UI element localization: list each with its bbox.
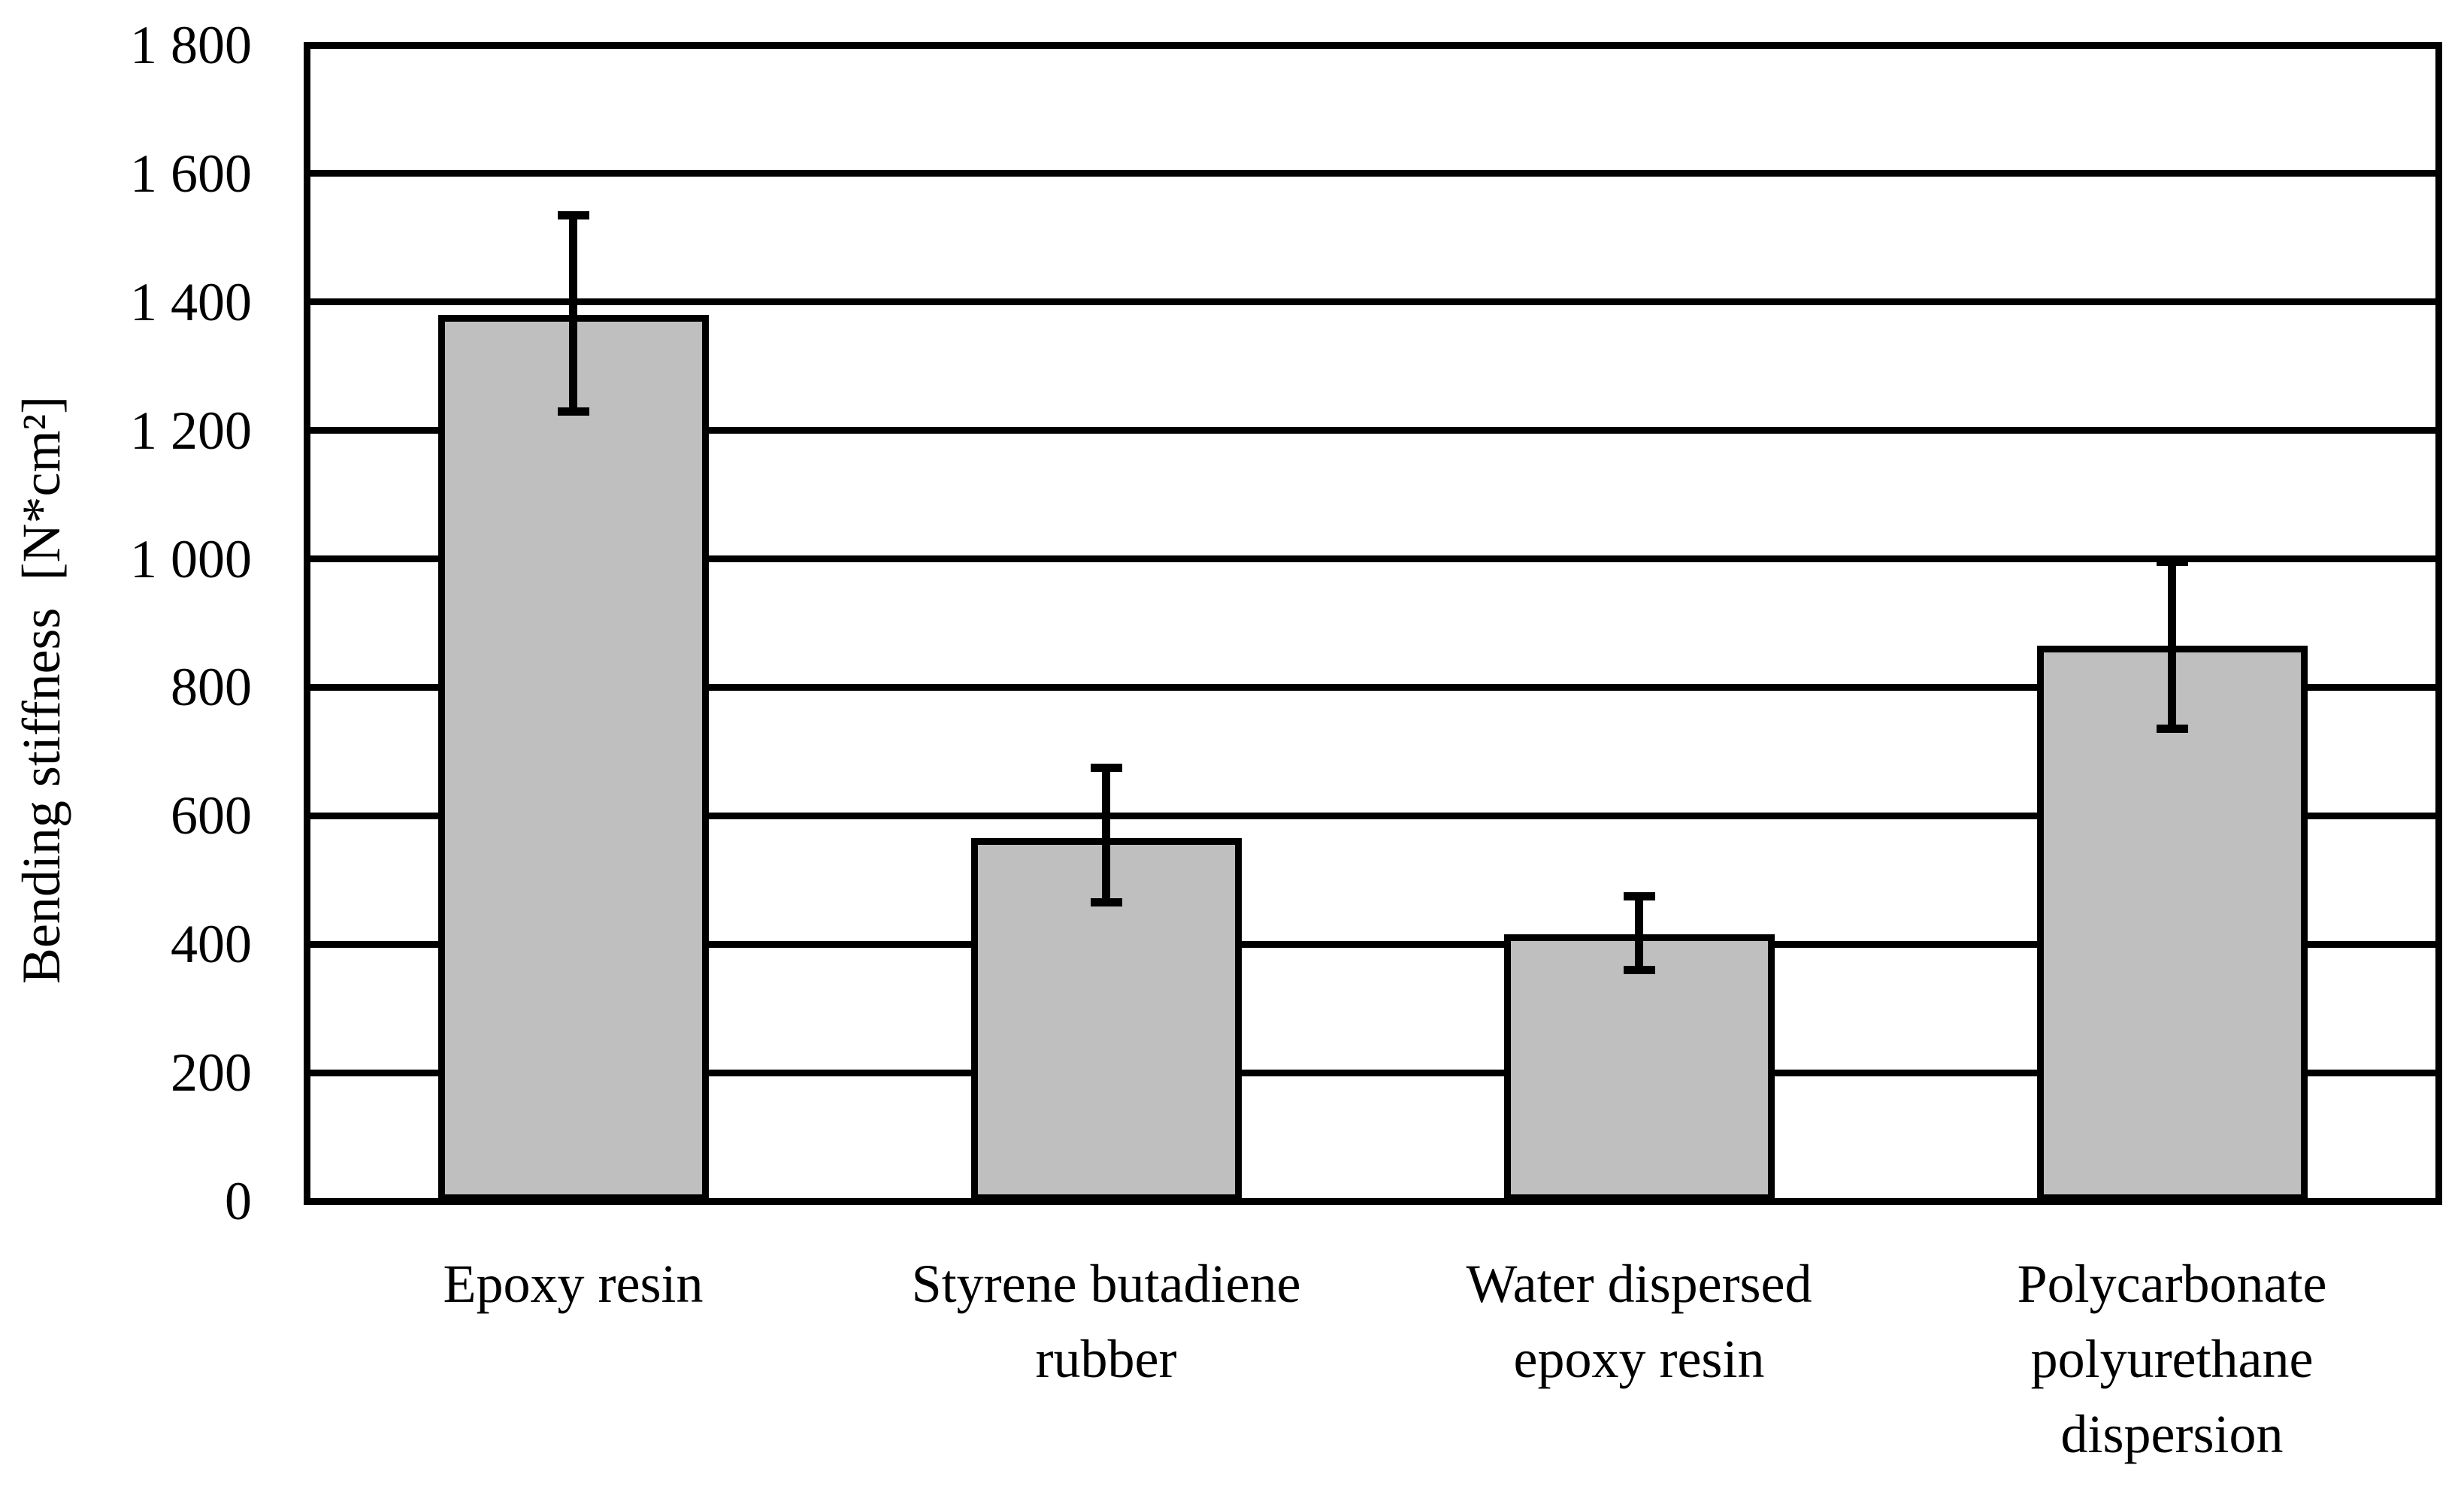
major-gridline — [307, 1069, 2438, 1076]
bar — [1503, 934, 1775, 1201]
major-gridline — [307, 940, 2438, 948]
major-gridline — [307, 298, 2438, 306]
y-tick-label: 200 — [171, 1043, 252, 1103]
major-gridline — [307, 812, 2438, 819]
x-category-label-line: epoxy resin — [1513, 1329, 1765, 1389]
major-gridline — [307, 170, 2438, 177]
error-bar-cap-top — [1090, 763, 1122, 772]
error-bar-cap-top — [557, 210, 589, 219]
error-bar-cap-top — [1623, 891, 1655, 900]
x-category-label: Epoxy resin — [307, 1246, 840, 1321]
major-gridline — [307, 427, 2438, 434]
x-category-label-line: Styrene butadiene — [911, 1254, 1301, 1314]
error-bar-line — [569, 215, 577, 412]
x-category-label: Polycarbonate polyurethane dispersion — [1906, 1246, 2438, 1472]
x-category-label: Water dispersed epoxy resin — [1373, 1246, 1906, 1397]
y-tick-label: 800 — [171, 657, 252, 718]
y-tick-label: 0 — [225, 1171, 252, 1231]
y-tick-label: 1 400 — [130, 271, 252, 332]
x-category-label-line: dispersion — [2060, 1404, 2284, 1464]
error-bar-cap-bottom — [2156, 725, 2188, 734]
y-tick-label: 1 600 — [130, 143, 252, 204]
y-tick-label: 400 — [171, 914, 252, 975]
x-category-label: Styrene butadiene rubber — [840, 1246, 1373, 1397]
error-bar-line — [2168, 561, 2176, 729]
major-gridline — [307, 683, 2438, 691]
error-bar-line — [1102, 767, 1110, 903]
error-bar-cap-bottom — [1623, 965, 1655, 974]
bar — [2036, 645, 2308, 1201]
x-category-label-line: rubber — [1035, 1329, 1177, 1389]
major-gridline — [307, 555, 2438, 563]
y-tick-label: 1 000 — [130, 528, 252, 589]
error-bar-line — [1635, 896, 1643, 970]
error-bar-cap-bottom — [1090, 898, 1122, 907]
y-tick-label: 1 800 — [130, 15, 252, 75]
x-category-label-line: Water dispersed — [1466, 1254, 1812, 1314]
error-bar-cap-bottom — [557, 407, 589, 416]
bar — [437, 314, 709, 1201]
y-tick-label: 1 200 — [130, 400, 252, 461]
x-category-label-line: polyurethane — [2030, 1329, 2314, 1389]
x-category-label-line: Epoxy resin — [443, 1254, 704, 1314]
error-bar-cap-top — [2156, 558, 2188, 567]
y-tick-label: 600 — [171, 785, 252, 846]
x-category-label-line: Polycarbonate — [2017, 1254, 2327, 1314]
